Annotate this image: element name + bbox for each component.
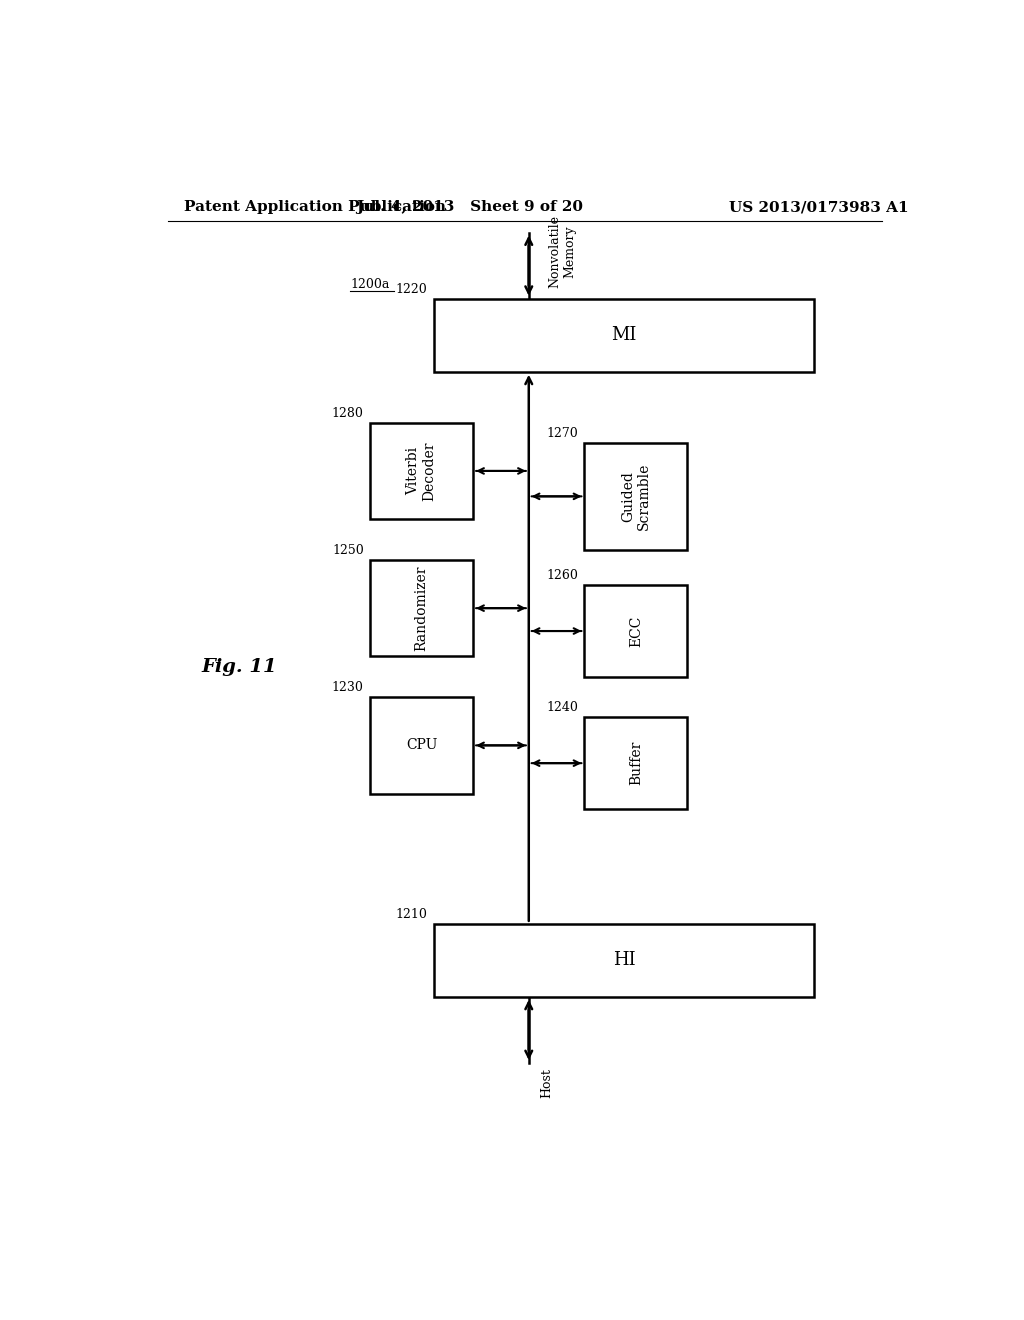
- Text: CPU: CPU: [406, 738, 437, 752]
- Text: HI: HI: [612, 952, 635, 969]
- Text: US 2013/0173983 A1: US 2013/0173983 A1: [729, 201, 908, 214]
- Text: 1260: 1260: [546, 569, 578, 582]
- Bar: [585, 444, 687, 549]
- Text: Host: Host: [541, 1068, 554, 1098]
- Text: Viterbi
Decoder: Viterbi Decoder: [407, 441, 436, 500]
- Bar: [433, 924, 814, 997]
- Text: 1230: 1230: [332, 681, 364, 694]
- Text: 1210: 1210: [395, 908, 427, 921]
- Text: Randomizer: Randomizer: [415, 565, 429, 651]
- Text: 1200a: 1200a: [350, 277, 389, 290]
- Text: Nonvolatile
Memory: Nonvolatile Memory: [549, 215, 577, 289]
- Text: Fig. 11: Fig. 11: [202, 657, 276, 676]
- Text: 1220: 1220: [395, 282, 427, 296]
- Text: 1240: 1240: [546, 701, 578, 714]
- Text: 1270: 1270: [546, 426, 578, 440]
- Bar: [585, 585, 687, 677]
- Bar: [370, 697, 473, 793]
- Text: 1280: 1280: [332, 407, 364, 420]
- Text: MI: MI: [611, 326, 637, 345]
- Bar: [433, 298, 814, 372]
- Text: ECC: ECC: [629, 615, 643, 647]
- Bar: [370, 560, 473, 656]
- Text: Guided
Scramble: Guided Scramble: [621, 463, 651, 531]
- Bar: [585, 718, 687, 809]
- Text: Jul. 4, 2013   Sheet 9 of 20: Jul. 4, 2013 Sheet 9 of 20: [355, 201, 583, 214]
- Text: Buffer: Buffer: [629, 741, 643, 785]
- Text: 1250: 1250: [332, 544, 364, 557]
- Bar: [370, 422, 473, 519]
- Text: Patent Application Publication: Patent Application Publication: [183, 201, 445, 214]
